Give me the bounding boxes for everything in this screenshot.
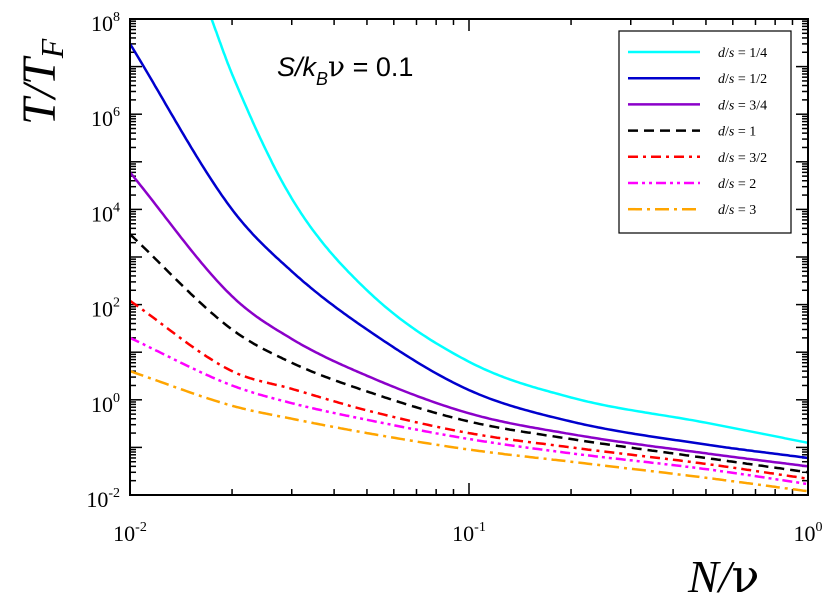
legend-label: d/s = 3/2 bbox=[718, 151, 767, 166]
series-line bbox=[130, 369, 808, 493]
legend-box bbox=[618, 30, 792, 234]
y-tick-label: 102 bbox=[91, 296, 120, 322]
legend-label: d/s = 1/4 bbox=[718, 46, 767, 61]
legend-label: d/s = 3/4 bbox=[718, 98, 767, 113]
axis-tick-labels: 10-2 10-1 100 10-2 100 102 104 106 108 bbox=[86, 10, 822, 546]
svg-text:T/TF: T/TF bbox=[13, 38, 70, 125]
y-tick-label: 104 bbox=[91, 200, 120, 226]
annotation-entropy: S/kBν = 0.1 bbox=[277, 50, 413, 89]
y-axis-title: T/TF bbox=[13, 38, 70, 125]
y-tick-label: 10-2 bbox=[86, 486, 120, 512]
x-tick-label: 10-2 bbox=[113, 520, 147, 546]
y-tick-label: 108 bbox=[91, 10, 120, 36]
x-tick-label: 10-1 bbox=[452, 520, 486, 546]
series-lines bbox=[130, 19, 808, 493]
series-line bbox=[130, 233, 808, 474]
series-line bbox=[130, 43, 808, 460]
legend-label: d/s = 1/2 bbox=[718, 72, 767, 87]
legend-label: d/s = 3 bbox=[718, 203, 756, 218]
y-tick-label: 106 bbox=[91, 105, 120, 131]
legend-label: d/s = 1 bbox=[718, 125, 756, 140]
series-line bbox=[210, 19, 808, 445]
legend-label: d/s = 2 bbox=[718, 177, 756, 192]
x-tick-label: 100 bbox=[794, 520, 823, 546]
y-tick-label: 100 bbox=[91, 391, 120, 417]
plot-frame bbox=[129, 18, 809, 496]
series-line bbox=[130, 171, 808, 468]
x-axis-title: N/ν bbox=[687, 549, 759, 598]
legend: d/s = 1/4 d/s = 1/2 d/s = 3/4 d/s = 1 d/s = … bbox=[618, 30, 792, 234]
